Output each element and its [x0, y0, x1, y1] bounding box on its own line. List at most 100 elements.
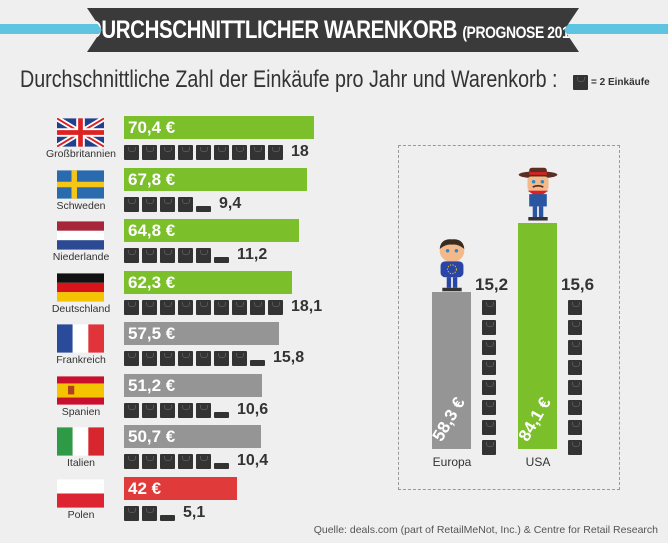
shopping-bag-icon	[482, 300, 496, 315]
region-label: USA	[525, 455, 551, 469]
shopping-bag-icon	[482, 340, 496, 355]
flag-icon	[57, 375, 104, 405]
partial-bag-icon	[160, 514, 175, 521]
flag-icon	[57, 478, 104, 508]
shopping-bag-icon	[124, 248, 139, 263]
shopping-bag-icon	[178, 248, 193, 263]
partial-bag-icon	[214, 257, 229, 263]
shopping-bag-icon	[573, 75, 588, 90]
shopping-bag-icon	[196, 145, 211, 160]
title: DURCHSCHNITTLICHER WARENKORB	[87, 16, 458, 44]
shopping-bag-icon	[250, 299, 265, 315]
basket-value-label: 51,2 €	[128, 375, 176, 395]
shopping-bag-icon	[214, 351, 229, 366]
shopping-bag-icon	[124, 196, 139, 212]
purchases-bags	[482, 300, 496, 455]
flag-icon	[55, 116, 106, 149]
purchases-bags: 9,4	[124, 194, 242, 212]
shopping-bag-icon	[196, 402, 211, 418]
country-row: Polen 42 € 5,1	[0, 476, 400, 528]
country-row: Italien 50,7 € 10,4	[0, 425, 400, 476]
european-character	[430, 236, 474, 297]
shopping-bag-icon	[268, 299, 283, 315]
basket-bar: 42 €	[124, 476, 238, 500]
shopping-bag-icon	[568, 420, 582, 435]
shopping-bag-icon	[124, 402, 139, 418]
shopping-bag-icon	[160, 299, 175, 315]
purchases-bags: 15,8	[124, 350, 304, 366]
shopping-bag-icon	[482, 440, 496, 455]
shopping-bag-icon	[160, 196, 175, 212]
shopping-bag-icon	[142, 351, 157, 366]
country-label: Italien	[66, 457, 96, 469]
shopping-bag-icon	[160, 454, 175, 469]
shopping-bag-icon	[568, 300, 582, 315]
country-label: Polen	[67, 508, 95, 521]
basket-value-label: 50,7 €	[128, 427, 176, 446]
basket-bar: 70,4 €	[124, 116, 315, 139]
purchases-bags: 18,1	[124, 297, 323, 315]
basket-value-label: 58,3 €	[428, 394, 469, 445]
country-row: Schweden 67,8 € 9,4	[0, 167, 400, 219]
legend: = 2 Einkäufe	[573, 75, 650, 90]
flag-icon	[57, 272, 104, 302]
country-label: Niederlande	[52, 251, 110, 263]
shopping-bag-icon	[196, 351, 211, 366]
purchases-bags: 11,2	[124, 247, 267, 263]
flag-icon	[57, 324, 104, 353]
shopping-bag-icon	[268, 145, 283, 160]
shopping-bag-icon	[178, 402, 193, 418]
shopping-bag-icon	[142, 505, 157, 521]
basket-bar: 57,5 €	[124, 322, 280, 345]
basket-bar: 58,3 €	[428, 292, 471, 449]
legend-label: = 2 Einkäufe	[591, 77, 650, 88]
title-suffix: (PROGNOSE 2014)	[462, 23, 579, 42]
shopping-bag-icon	[196, 454, 211, 469]
partial-bag-icon	[250, 360, 265, 366]
shopping-bag-icon	[142, 402, 157, 418]
shopping-bag-icon	[142, 196, 157, 212]
flag-icon	[57, 169, 104, 199]
purchases-value-label: 10,4	[237, 452, 269, 469]
country-label: Frankreich	[56, 354, 106, 366]
shopping-bag-icon	[568, 440, 582, 455]
shopping-bag-icon	[482, 360, 496, 375]
shopping-bag-icon	[160, 248, 175, 263]
shopping-bag-icon	[232, 299, 247, 315]
shopping-bag-icon	[178, 145, 193, 160]
shopping-bag-icon	[160, 145, 175, 160]
shopping-bag-icon	[214, 145, 229, 160]
shopping-bag-icon	[250, 145, 265, 160]
basket-bar: 67,8 €	[124, 167, 308, 191]
purchases-value-label: 15,2	[475, 275, 509, 294]
shopping-bag-icon	[142, 248, 157, 263]
basket-value-label: 42 €	[128, 478, 162, 498]
shopping-bag-icon	[160, 402, 175, 418]
shopping-bag-icon	[482, 320, 496, 335]
flag-icon	[57, 221, 104, 250]
partial-bag-icon	[214, 463, 229, 469]
shopping-bag-icon	[568, 380, 582, 395]
country-label: Deutschland	[51, 302, 111, 315]
purchases-value-label: 18,1	[291, 297, 323, 315]
country-label: Schweden	[56, 199, 106, 212]
shopping-bag-icon	[178, 351, 193, 366]
basket-value-label: 57,5 €	[128, 324, 176, 343]
flag-icon	[57, 427, 104, 456]
region-label: Europa	[432, 455, 472, 469]
purchases-bags: 10,6	[124, 401, 268, 418]
shopping-bag-icon	[124, 454, 139, 469]
shopping-bag-icon	[142, 145, 157, 160]
basket-value-label: 67,8 €	[128, 169, 176, 189]
shopping-bag-icon	[178, 299, 193, 315]
shopping-bag-icon	[214, 299, 229, 315]
partial-bag-icon	[214, 411, 229, 418]
title-banner: DURCHSCHNITTLICHER WARENKORB (PROGNOSE 2…	[87, 8, 579, 52]
purchases-value-label: 9,4	[219, 194, 242, 212]
shopping-bag-icon	[568, 360, 582, 375]
country-row: Deutschland 62,3 € 18,1	[0, 270, 400, 322]
basket-value-label: 64,8 €	[128, 221, 176, 240]
shopping-bag-icon	[142, 454, 157, 469]
purchases-bags: 5,1	[124, 504, 205, 521]
basket-bar: 64,8 €	[124, 219, 299, 242]
